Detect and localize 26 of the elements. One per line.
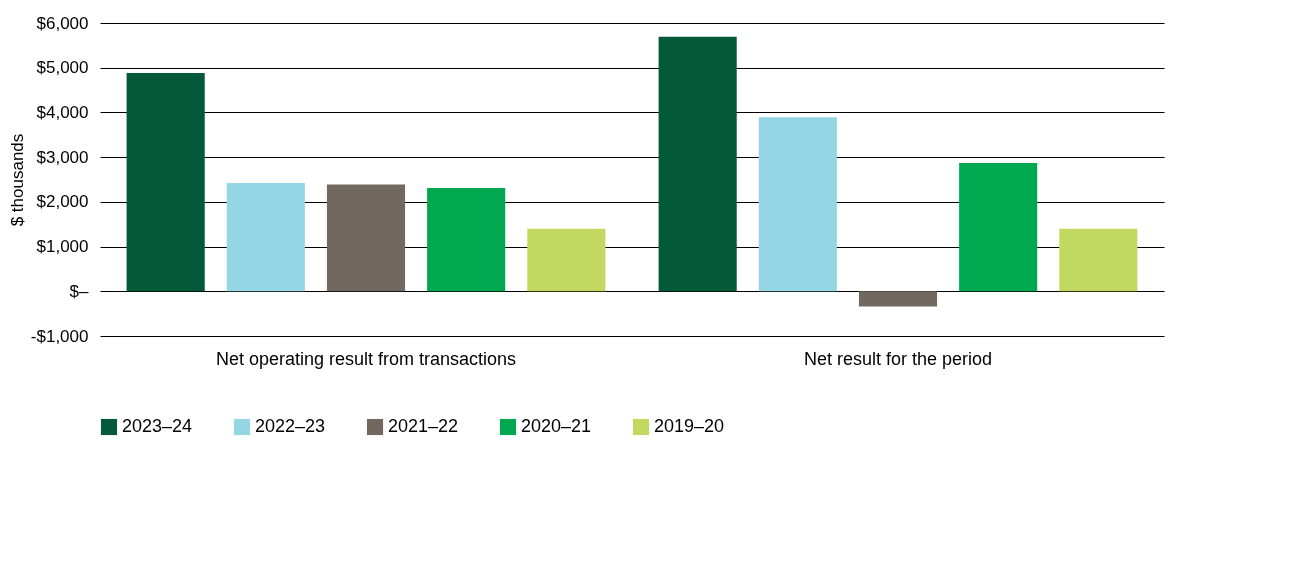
bar: [126, 73, 205, 292]
bar: [427, 188, 506, 292]
bar: [226, 183, 305, 292]
y-axis-title: $ thousands: [7, 133, 27, 227]
bar: [527, 228, 606, 292]
bar: [858, 291, 938, 307]
y-tick-label: $–: [69, 281, 90, 301]
legend-label: 2019–20: [654, 416, 725, 436]
y-tick-label: $5,000: [36, 58, 89, 78]
bar: [326, 184, 406, 292]
y-tick-label: $3,000: [36, 147, 89, 167]
bar: [959, 162, 1038, 292]
legend-label: 2021–22: [388, 416, 459, 436]
y-tick-label: $6,000: [36, 13, 89, 33]
y-tick-label: $2,000: [36, 192, 89, 212]
bar: [658, 36, 737, 292]
legend-label: 2022–23: [255, 416, 326, 436]
x-tick-label: Net operating result from transactions: [215, 348, 517, 369]
legend-label: 2023–24: [122, 416, 193, 436]
y-tick-label: $4,000: [36, 102, 89, 122]
bar: [758, 117, 837, 292]
y-tick-label: $1,000: [36, 237, 89, 257]
legend-label: 2020–21: [521, 416, 592, 436]
x-tick-label: Net result for the period: [803, 348, 993, 369]
y-tick-label: -$1,000: [30, 326, 89, 346]
bar: [1059, 228, 1138, 292]
